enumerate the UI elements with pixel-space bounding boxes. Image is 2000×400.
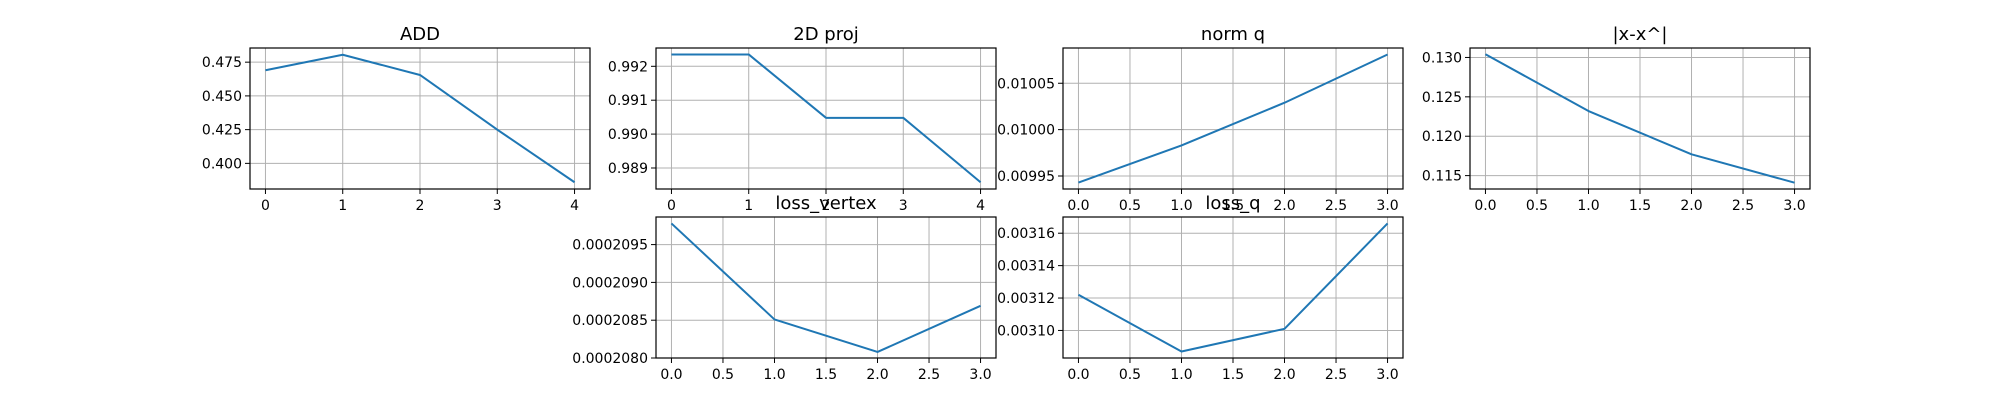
subplot-title: |x-x^| xyxy=(1612,24,1667,45)
x-tick-label: 0 xyxy=(261,198,270,214)
x-tick-label: 1.5 xyxy=(1222,367,1244,383)
x-tick-label: 2.5 xyxy=(1325,198,1347,214)
x-tick-label: 0 xyxy=(667,198,676,214)
subplot-title: norm q xyxy=(1201,24,1265,45)
subplot-title: ADD xyxy=(400,24,440,45)
x-tick-label: 1.0 xyxy=(1170,198,1192,214)
y-tick-label: 0.475 xyxy=(202,55,242,71)
x-tick-label: 0.5 xyxy=(1526,198,1548,214)
x-tick-label: 0.5 xyxy=(1119,198,1141,214)
y-tick-label: 0.125 xyxy=(1422,90,1462,106)
series-line xyxy=(1484,53,1795,184)
y-tick-label: 0.130 xyxy=(1422,50,1462,66)
x-tick-label: 3.0 xyxy=(1783,198,1805,214)
x-tick-label: 3 xyxy=(899,198,908,214)
series-line xyxy=(671,53,982,183)
y-tick-label: 0.120 xyxy=(1422,129,1462,145)
x-tick-label: 1.0 xyxy=(1577,198,1599,214)
x-tick-label: 1 xyxy=(744,198,753,214)
x-tick-label: 2.0 xyxy=(866,367,888,383)
series-line xyxy=(1078,53,1388,184)
x-tick-label: 0.0 xyxy=(1067,198,1089,214)
x-tick-label: 1.0 xyxy=(763,367,785,383)
x-tick-label: 1.0 xyxy=(1170,367,1192,383)
x-tick-label: 0.5 xyxy=(712,367,734,383)
y-tick-label: 0.400 xyxy=(202,156,242,172)
series-line xyxy=(265,53,576,184)
x-tick-label: 1.5 xyxy=(1222,198,1244,214)
subplot-5: 0.0 0.5 1.0 1.5 2.0 2.5 3.0 0.0002080 0.0002085 0… xyxy=(572,193,997,383)
y-tick-label: 0.0002090 xyxy=(572,275,648,291)
y-tick-label: 0.115 xyxy=(1422,169,1462,185)
x-tick-label: 2 xyxy=(416,198,425,214)
x-tick-label: 2.0 xyxy=(1273,367,1295,383)
y-tick-label: 0.450 xyxy=(202,89,242,105)
y-tick-label: 0.00314 xyxy=(997,259,1055,275)
y-tick-label: 0.0002080 xyxy=(572,351,648,367)
y-tick-label: 0.00310 xyxy=(997,323,1055,339)
y-tick-label: 0.991 xyxy=(608,93,648,109)
x-tick-label: 3 xyxy=(493,198,502,214)
x-tick-label: 3.0 xyxy=(1376,198,1398,214)
x-tick-label: 1.5 xyxy=(1629,198,1651,214)
x-tick-label: 0.5 xyxy=(1119,367,1141,383)
y-tick-label: 0.0002085 xyxy=(572,313,648,329)
y-tick-label: 0.425 xyxy=(202,123,242,139)
subplot-6: 0.0 0.5 1.0 1.5 2.0 2.5 3.0 0.00310 0.00312 0.003… xyxy=(997,193,1404,383)
x-tick-label: 2 xyxy=(822,198,831,214)
y-tick-label: 0.989 xyxy=(608,161,648,177)
series-line xyxy=(1077,222,1389,353)
x-tick-label: 2.0 xyxy=(1273,198,1295,214)
y-tick-label: 0.0002095 xyxy=(572,238,648,254)
y-tick-label: 0.992 xyxy=(608,59,648,75)
x-tick-label: 0.0 xyxy=(1067,367,1089,383)
x-tick-label: 2.5 xyxy=(1325,367,1347,383)
x-tick-label: 1 xyxy=(338,198,347,214)
x-tick-label: 2.0 xyxy=(1680,198,1702,214)
y-tick-label: 0.00312 xyxy=(997,291,1055,307)
subplot-2: 0 1 2 3 4 0.989 0.990 0.991 0.992 2D proj xyxy=(608,24,997,214)
x-tick-label: 0.0 xyxy=(660,367,682,383)
x-tick-label: 4 xyxy=(570,198,579,214)
x-tick-label: 1.5 xyxy=(815,367,837,383)
y-tick-label: 0.990 xyxy=(608,127,648,143)
y-tick-label: 0.01005 xyxy=(997,76,1055,92)
x-tick-label: 2.5 xyxy=(1732,198,1754,214)
subplot-4: 0.0 0.5 1.0 1.5 2.0 2.5 3.0 0.115 0.120 0.125 0.13… xyxy=(1422,24,1811,214)
subplot-title: loss_vertex xyxy=(775,193,877,214)
subplot-3: 0.0 0.5 1.0 1.5 2.0 2.5 3.0 0.00995 0.01000 0.010… xyxy=(997,24,1404,214)
y-tick-label: 0.00995 xyxy=(997,169,1055,185)
series-line xyxy=(670,222,981,353)
subplot-1: 0 1 2 3 4 0.400 0.425 0.450 0.475 ADD xyxy=(202,24,591,214)
subplot-title: 2D proj xyxy=(793,24,858,45)
y-tick-label: 0.01000 xyxy=(997,123,1055,139)
y-tick-label: 0.00316 xyxy=(997,226,1055,242)
x-tick-label: 4 xyxy=(976,198,985,214)
x-tick-label: 2.5 xyxy=(918,367,940,383)
subplot-title: loss_q xyxy=(1205,193,1260,214)
x-tick-label: 3.0 xyxy=(969,367,991,383)
x-tick-label: 3.0 xyxy=(1376,367,1398,383)
x-tick-label: 0.0 xyxy=(1474,198,1496,214)
